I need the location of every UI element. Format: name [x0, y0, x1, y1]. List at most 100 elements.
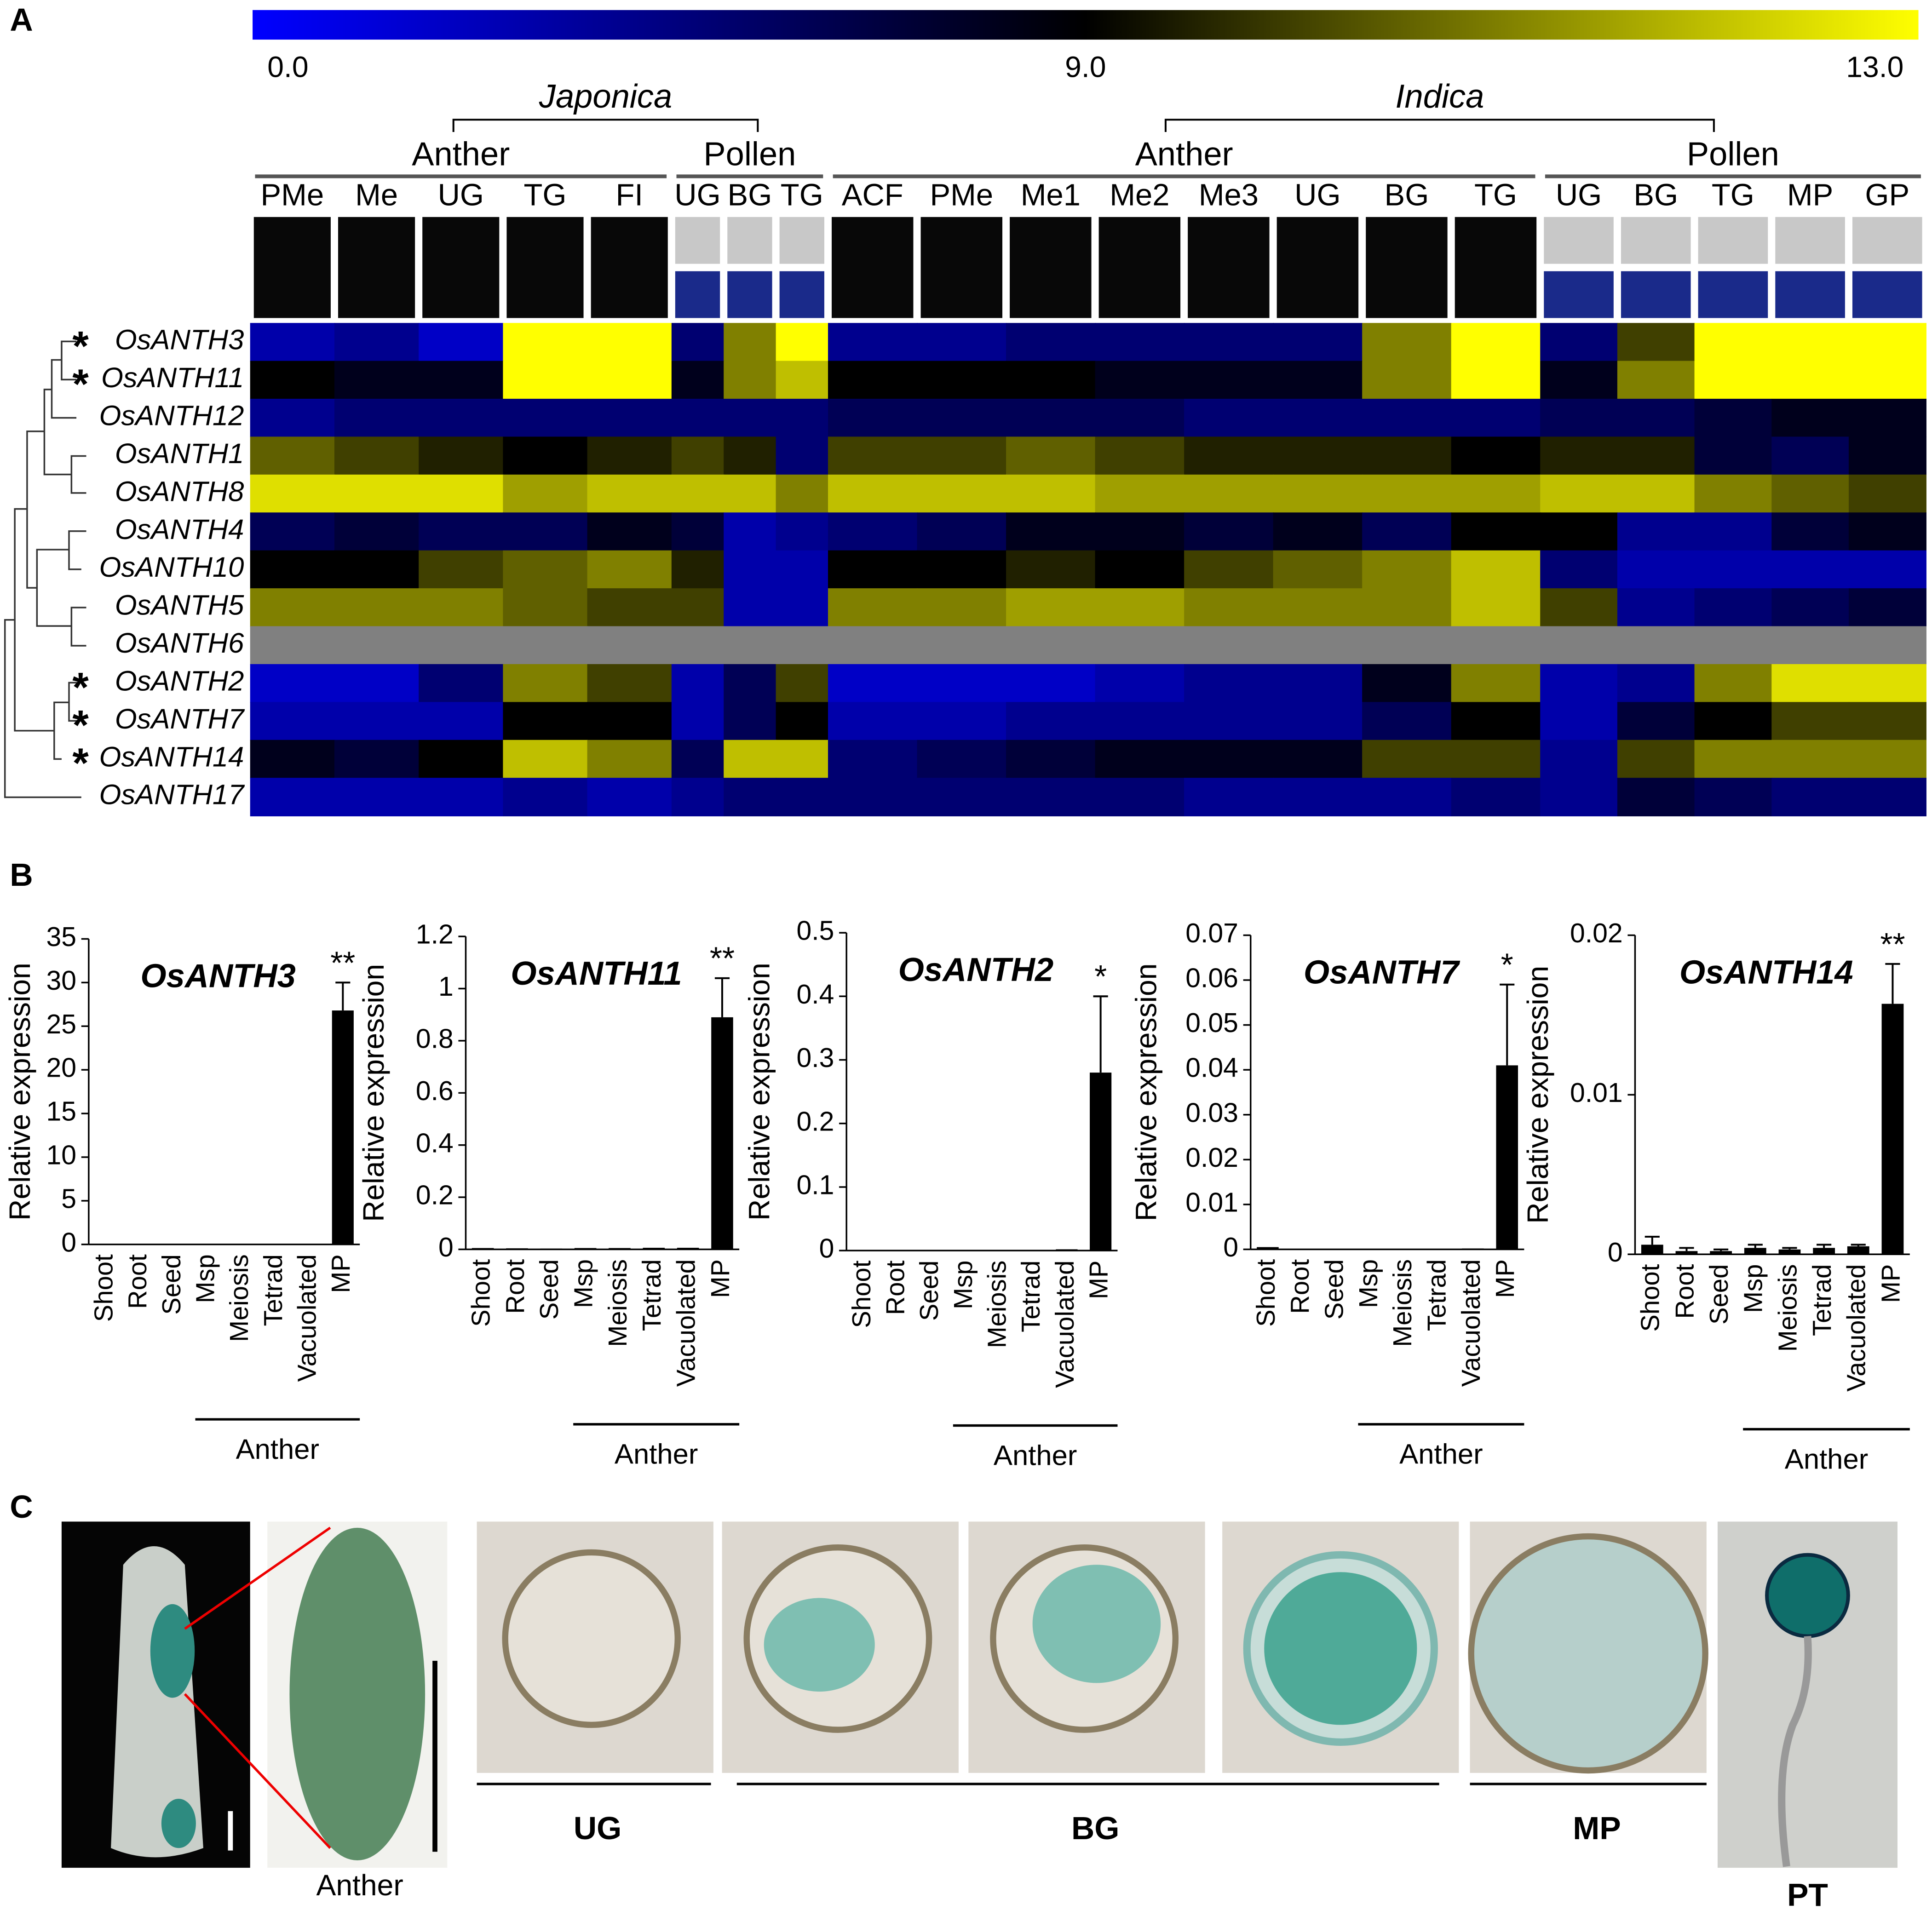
group-label: Anther [994, 1440, 1077, 1471]
gene-label: OsANTH4 [115, 514, 244, 545]
heat-cell [671, 588, 724, 627]
stage-photo [338, 217, 415, 318]
bar [1710, 1251, 1732, 1255]
heat-cell [1771, 778, 1850, 816]
heat-cell [1451, 588, 1541, 627]
y-tick-label: 0 [438, 1233, 454, 1262]
heat-cell [419, 778, 504, 816]
y-tick-label: 0.02 [1570, 918, 1623, 948]
heat-cell [724, 702, 776, 741]
heat-cell [1362, 323, 1452, 361]
group-label: Anther [236, 1434, 319, 1465]
heat-cell [1771, 702, 1850, 741]
heat-cell [1184, 664, 1274, 703]
x-tick-label: Shoot [89, 1254, 118, 1322]
heat-cell [671, 550, 724, 589]
heat-cell [776, 778, 829, 816]
missing-cell [1362, 626, 1452, 665]
stage-photo [779, 271, 824, 318]
heat-cell [1184, 550, 1274, 589]
gene-label: OsANTH12 [99, 400, 244, 432]
heat-cell [334, 436, 420, 476]
gene-label: OsANTH14 [99, 741, 244, 773]
bar [852, 1250, 874, 1251]
error-bar [1748, 1244, 1763, 1248]
heat-cell [1006, 512, 1096, 551]
heat-cell [1617, 474, 1695, 513]
y-tick-label: 0.3 [797, 1043, 834, 1073]
stage-label: Me1 [1021, 178, 1081, 212]
stage-photo [779, 217, 824, 264]
heat-cell [419, 702, 504, 741]
heat-cell [587, 740, 673, 779]
chart-title: OsANTH11 [511, 955, 682, 992]
heat-cell [334, 512, 420, 551]
heat-cell [1095, 702, 1185, 741]
bar [1291, 1249, 1313, 1250]
stage-photo [1010, 217, 1092, 318]
x-tick-label: MP [1490, 1259, 1519, 1298]
x-tick-label: Seed [914, 1261, 943, 1321]
x-tick-label: Seed [1319, 1259, 1348, 1319]
heat-cell [917, 740, 1007, 779]
y-axis-label: Relative expression [1129, 964, 1162, 1222]
heat-cell [250, 702, 335, 741]
y-axis-label: Relative expression [742, 963, 776, 1221]
y-tick-label: 10 [46, 1141, 77, 1170]
heat-cell [250, 474, 335, 513]
gene-label: OsANTH3 [115, 324, 244, 356]
gene-label: OsANTH1 [115, 438, 244, 470]
pollen [502, 1549, 681, 1728]
heat-cell [828, 512, 918, 551]
gene-marker: * [72, 664, 89, 711]
missing-cell [250, 626, 335, 665]
heat-cell [1451, 664, 1541, 703]
heat-cell [1694, 702, 1772, 741]
y-tick-label: 0.04 [1185, 1053, 1238, 1083]
x-tick-label: Tetrad [1016, 1261, 1045, 1332]
stage-label: TG [1474, 178, 1517, 212]
x-tick-label: Shoot [1636, 1264, 1665, 1331]
heat-cell [1184, 778, 1274, 816]
heat-cell [587, 778, 673, 816]
heat-cell [1184, 740, 1274, 779]
heat-cell [1771, 588, 1850, 627]
heat-cell [1273, 550, 1363, 589]
heat-cell [1362, 550, 1452, 589]
heat-cell [671, 664, 724, 703]
heat-cell [587, 512, 673, 551]
heat-cell [503, 399, 588, 437]
x-tick-label: Tetrad [637, 1259, 666, 1331]
heat-cell [503, 740, 588, 779]
heat-cell [1694, 664, 1772, 703]
heat-cell [1451, 474, 1541, 513]
heat-cell [1617, 664, 1695, 703]
bar [1022, 1250, 1044, 1251]
heat-cell [1184, 399, 1274, 437]
heat-cell [828, 778, 918, 816]
stain [1032, 1565, 1161, 1683]
heat-cell [1362, 702, 1452, 741]
heat-cell [828, 399, 918, 437]
heat-cell [250, 664, 335, 703]
heat-cell [776, 474, 829, 513]
stage-photo [1366, 217, 1448, 318]
heat-cell [1848, 474, 1926, 513]
dendrogram [4, 340, 86, 798]
heat-cell [1540, 588, 1618, 627]
heat-cell [1848, 664, 1926, 703]
stage-photo [1276, 217, 1359, 318]
error-bar [1644, 1236, 1660, 1245]
heat-cell [1617, 512, 1695, 551]
significance: ** [330, 945, 355, 981]
y-tick-label: 0.02 [1185, 1143, 1238, 1173]
heat-cell [1451, 512, 1541, 551]
heat-cell [1006, 664, 1096, 703]
y-tick-label: 0.5 [797, 916, 834, 946]
heat-cell [828, 702, 918, 741]
heat-cell [1184, 588, 1274, 627]
heat-cell [917, 664, 1007, 703]
bar [609, 1248, 631, 1250]
y-tick-label: 0.07 [1185, 918, 1238, 948]
stage-photo [1775, 271, 1845, 318]
